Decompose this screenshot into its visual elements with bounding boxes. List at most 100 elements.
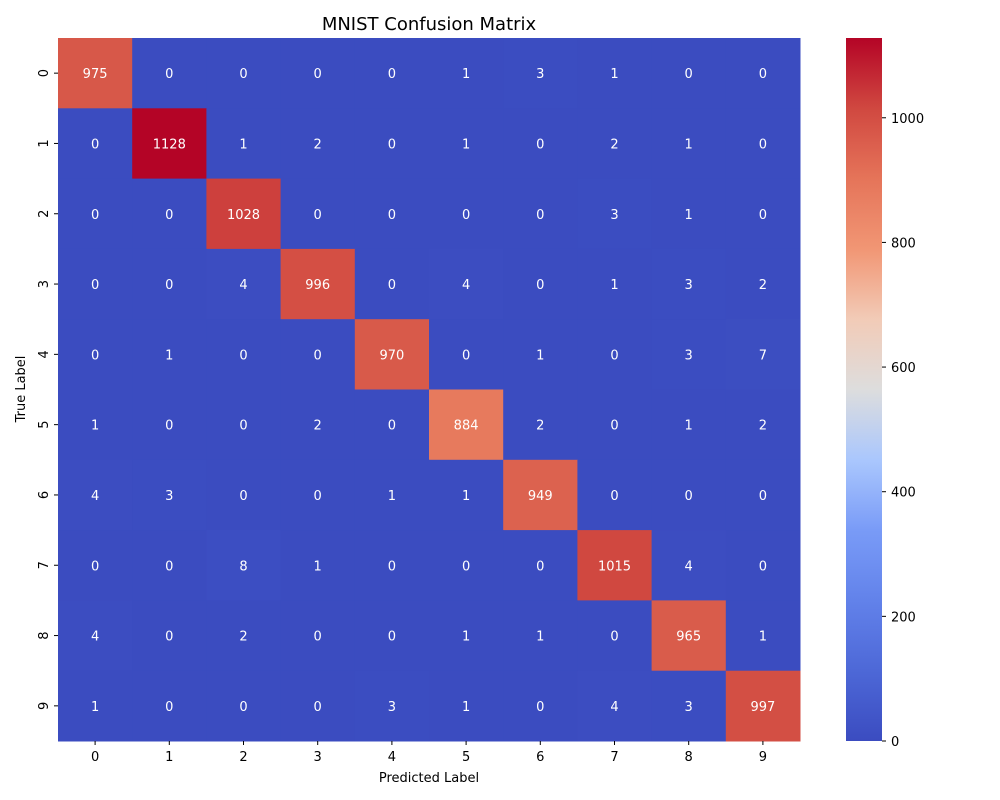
cell-value-label: 1028 [227,208,260,223]
cell-value-label: 2 [610,137,618,152]
heatmap-cell [503,178,578,250]
heatmap-cell [280,389,356,461]
cell-value-label: 0 [610,419,618,434]
colorbar-tick-label: 400 [891,486,916,501]
cell-value-label: 4 [610,700,618,715]
heatmap-cell [58,389,133,461]
cell-value-label: 1 [462,137,470,152]
heatmap-cell [577,319,653,390]
heatmap-cell [280,178,356,250]
y-tick-label: 0 [37,69,52,77]
x-axis-ticks: 0 1 2 3 4 5 6 7 8 9 [91,741,767,765]
heatmap-cell [132,530,207,601]
cell-value-label: 1 [685,208,693,223]
cell-value-label: 0 [536,278,544,293]
cell-value-label: 3 [165,489,173,504]
cell-value-label: 0 [759,489,767,504]
heatmap-cell [280,670,356,742]
heatmap-cell [354,459,430,531]
heatmap-cell [429,178,504,250]
heatmap-cell [503,319,578,390]
cell-value-label: 1 [536,630,544,645]
cell-value-label: 0 [462,559,470,574]
heatmap-cell [725,389,801,461]
cell-value-label: 3 [685,348,693,363]
heatmap-cell [58,600,133,672]
y-tick-label: 2 [37,210,52,218]
cell-value-label: 0 [388,630,396,645]
chart-title: MNIST Confusion Matrix [322,14,537,35]
heatmap-cell [503,600,578,672]
cell-value-label: 0 [91,137,99,152]
heatmap-cell [58,530,133,601]
cell-value-label: 3 [536,67,544,82]
heatmap-cell [725,38,801,109]
colorbar-ticks: 0 200 400 600 800 1000 [882,112,924,750]
y-tick-label: 4 [37,350,52,358]
colorbar [846,38,882,741]
cell-value-label: 2 [536,419,544,434]
heatmap-cell [577,530,653,601]
cell-value-label: 0 [314,700,322,715]
cell-value-label: 0 [388,559,396,574]
cell-value-label: 0 [610,348,618,363]
cell-value-label: 0 [314,67,322,82]
cell-value-label: 0 [239,348,247,363]
cell-value-label: 1 [165,348,173,363]
cell-value-label: 3 [388,700,396,715]
heatmap-cell [354,108,430,180]
cell-value-label: 0 [610,489,618,504]
heatmap-cell [206,459,282,531]
heatmap-cell [280,108,356,180]
heatmap-cell [503,389,578,461]
cell-value-label: 0 [536,700,544,715]
y-tick-label: 9 [37,702,52,710]
cell-value-label: 884 [454,419,479,434]
heatmap-cell [651,178,727,250]
heatmap-cell [58,319,133,390]
heatmap-cell [429,530,504,601]
heatmap-cell [354,530,430,601]
y-axis-label: True Label [14,356,29,424]
heatmap-cell [503,670,578,742]
y-tick-label: 1 [37,139,52,147]
heatmap-cell [429,319,504,390]
cell-value-label: 0 [165,630,173,645]
cell-value-label: 0 [388,419,396,434]
heatmap-cell [577,389,653,461]
heatmap-cell [132,319,207,390]
heatmap-cell [725,459,801,531]
heatmap-cell [280,248,356,320]
heatmap-cell [132,389,207,461]
heatmap-cell [280,530,356,601]
heatmap-cell [503,38,578,109]
heatmap-cell [651,108,727,180]
heatmap-cell [206,670,282,742]
cell-value-label: 0 [759,208,767,223]
cell-value-label: 0 [91,559,99,574]
cell-value-label: 4 [91,630,99,645]
cell-value-label: 970 [379,348,404,363]
heatmap-cell [651,319,727,390]
cell-value-label: 2 [239,630,247,645]
heatmap-cell [132,178,207,250]
heatmap-cell [280,319,356,390]
cell-value-label: 0 [165,208,173,223]
x-tick-label: 2 [239,750,247,765]
heatmap-cell [132,600,207,672]
heatmap-cell [132,108,207,180]
cell-value-label: 0 [165,700,173,715]
heatmap-cell [651,670,727,742]
heatmap-cell [429,248,504,320]
cell-value-label: 0 [536,137,544,152]
cell-value-label: 0 [314,489,322,504]
cell-value-label: 997 [750,700,775,715]
cell-value-label: 0 [536,208,544,223]
heatmap-cell [725,178,801,250]
cell-value-label: 1 [91,700,99,715]
cell-value-label: 0 [314,208,322,223]
cell-value-label: 0 [239,419,247,434]
cell-value-label: 0 [759,137,767,152]
cell-value-label: 1 [462,630,470,645]
heatmap-cell [354,178,430,250]
